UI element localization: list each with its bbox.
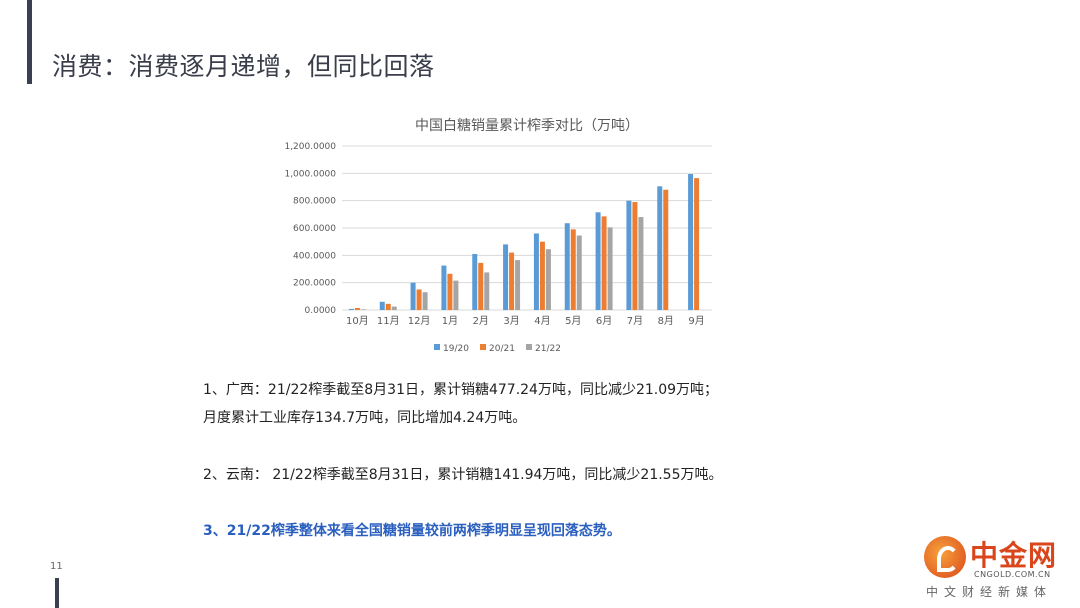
legend-swatch — [434, 344, 440, 350]
x-tick-label: 1月 — [442, 315, 458, 327]
bar-21-22 — [422, 292, 428, 310]
top-accent-bar — [27, 0, 32, 84]
page-number: 11 — [50, 561, 63, 572]
x-tick-label: 7月 — [627, 315, 643, 327]
bar-21-22 — [391, 306, 397, 310]
bottom-accent-bar — [55, 578, 59, 608]
bar-20-21 — [570, 229, 576, 310]
bar-19-20 — [564, 223, 570, 310]
bar-20-21 — [509, 252, 515, 310]
legend-label: 21/22 — [535, 344, 561, 354]
bar-19-20 — [657, 186, 663, 310]
bar-19-20 — [626, 200, 632, 310]
note-guangxi-line1: 1、广西：21/22榨季截至8月31日，累计销糖477.24万吨，同比减少21.… — [203, 382, 719, 398]
x-tick-label: 11月 — [377, 315, 400, 327]
bar-19-20 — [503, 244, 509, 310]
note-guangxi-line2: 月度累计工业库存134.7万吨，同比增加4.24万吨。 — [203, 410, 527, 426]
bar-19-20 — [410, 282, 416, 310]
bar-19-20 — [348, 308, 354, 310]
legend-swatch — [526, 344, 532, 350]
y-tick-label: 0.0000 — [305, 306, 337, 316]
x-tick-label: 4月 — [534, 315, 550, 327]
sales-bar-chart: 中国白糖销量累计榨季对比（万吨） 0.0000 200.0000 400.0000 60… — [270, 106, 720, 362]
x-tick-label: 9月 — [688, 315, 704, 327]
y-tick-label: 800.0000 — [293, 197, 336, 207]
x-tick-label: 10月 — [346, 315, 369, 327]
bar-20-21 — [385, 303, 391, 310]
bar-21-22 — [638, 217, 644, 310]
bar-21-22 — [484, 272, 490, 310]
bar-21-22 — [545, 249, 551, 310]
bar-21-22 — [453, 280, 459, 310]
y-tick-label: 400.0000 — [293, 251, 336, 261]
bar-20-21 — [694, 178, 700, 310]
note-summary: 3、21/22榨季整体来看全国糖销量较前两榨季明显呈现回落态势。 — [203, 523, 621, 539]
chart-svg: 中国白糖销量累计榨季对比（万吨） 0.0000 200.0000 400.0000 60… — [284, 117, 712, 354]
bar-21-22 — [515, 260, 521, 310]
bar-19-20 — [441, 265, 447, 310]
x-tick-label: 2月 — [473, 315, 489, 327]
bar-20-21 — [416, 289, 422, 310]
bar-20-21 — [632, 202, 638, 310]
bar-19-20 — [379, 301, 385, 310]
legend-label: 20/21 — [489, 344, 515, 354]
bar-19-20 — [688, 174, 694, 310]
bar-21-22 — [607, 227, 613, 310]
y-tick-label: 200.0000 — [293, 279, 336, 289]
x-tick-label: 3月 — [503, 315, 519, 327]
x-tick-label: 12月 — [408, 315, 431, 327]
legend-swatch — [480, 344, 486, 350]
note-yunnan: 2、云南： 21/22榨季截至8月31日，累计销糖141.94万吨，同比减少21… — [203, 467, 723, 483]
y-tick-label: 1,200.0000 — [284, 142, 336, 152]
x-tick-label: 6月 — [596, 315, 612, 327]
bar-20-21 — [447, 273, 453, 310]
y-tick-label: 1,000.0000 — [284, 169, 336, 179]
bar-20-21 — [663, 189, 669, 310]
legend-label: 19/20 — [443, 344, 469, 354]
chart-title: 中国白糖销量累计榨季对比（万吨） — [415, 117, 639, 134]
bar-21-22 — [576, 235, 582, 310]
bar-19-20 — [595, 212, 601, 310]
brand-logo: 中金网 CNGOLD.COM.CN 中文财经新媒体 — [912, 534, 1072, 604]
bar-21-22 — [360, 309, 366, 310]
x-tick-label: 8月 — [658, 315, 674, 327]
logo-tagline: 中文财经新媒体 — [926, 585, 1053, 599]
logo-name: 中金网 — [970, 539, 1058, 572]
bar-20-21 — [601, 216, 607, 310]
logo-mark-icon — [924, 536, 966, 578]
x-tick-label: 5月 — [565, 315, 581, 327]
logo-url: CNGOLD.COM.CN — [974, 570, 1051, 579]
bar-20-21 — [354, 307, 360, 310]
bar-19-20 — [472, 253, 478, 310]
bar-19-20 — [533, 233, 539, 310]
bar-20-21 — [478, 262, 484, 310]
page-title: 消费：消费逐月递增，但同比回落 — [52, 52, 435, 81]
bar-20-21 — [539, 241, 545, 310]
y-tick-label: 600.0000 — [293, 224, 336, 234]
